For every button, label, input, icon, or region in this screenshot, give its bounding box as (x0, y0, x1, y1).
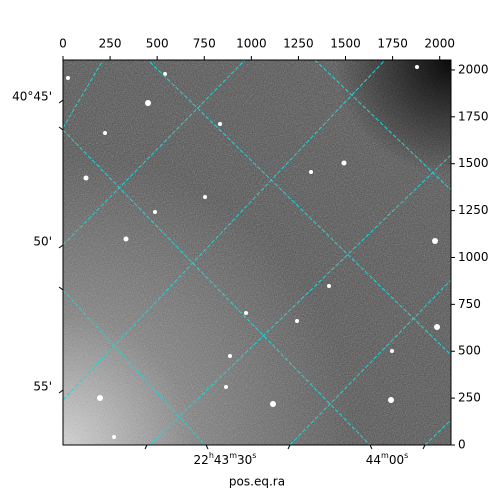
x-tick-label: 0 (59, 37, 67, 51)
x-axis-label: pos.eq.ra (229, 475, 285, 489)
dec-tick-label: 55' (33, 380, 52, 394)
y-tick-label: 750 (458, 297, 481, 311)
sky-image (63, 60, 451, 445)
y-tick-label: 1750 (458, 109, 489, 123)
x-tick-label: 500 (146, 37, 169, 51)
world-ticks (58, 99, 426, 450)
ra-tick-label: 22h43m30s (194, 451, 257, 467)
y-tick-label: 0 (458, 438, 466, 452)
stars (66, 65, 440, 439)
y-tick-label: 1500 (458, 156, 489, 170)
x-tick-label: 1000 (236, 37, 267, 51)
x-tick-label: 750 (193, 37, 216, 51)
x-tick-label: 1500 (330, 37, 361, 51)
y-tick-label: 2000 (458, 62, 489, 76)
axes-frame (62, 59, 452, 446)
coordinate-grid (63, 60, 451, 445)
y-tick-label: 250 (458, 391, 481, 405)
dec-tick-label: 50' (33, 235, 52, 249)
x-tick-label: 1250 (283, 37, 314, 51)
ra-tick-label: 44m00s (366, 451, 409, 467)
x-tick-label: 1750 (377, 37, 408, 51)
x-tick-label: 250 (99, 37, 122, 51)
dec-tick-label: 40°45' (12, 90, 52, 104)
y-tick-label: 1000 (458, 250, 489, 264)
y-tick-label: 1250 (458, 203, 489, 217)
y-tick-label: 500 (458, 344, 481, 358)
x-tick-label: 2000 (424, 37, 455, 51)
